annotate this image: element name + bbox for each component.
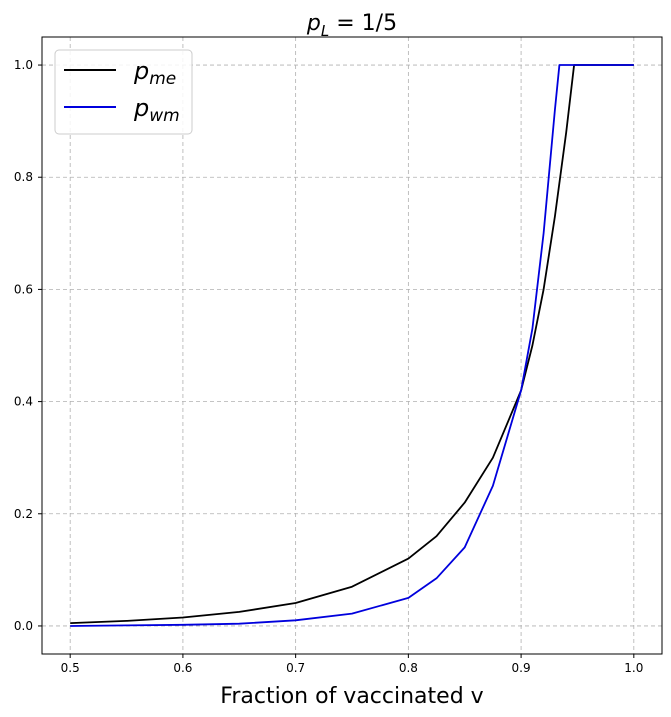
y-tick-label: 0.2 [14,507,33,521]
x-tick-label: 0.9 [512,661,531,675]
y-tick-label: 0.4 [14,395,33,409]
legend-label-p-wm-main: p [133,94,149,122]
y-tick-label: 0.0 [14,619,33,633]
legend: pme pwm [54,49,193,135]
grid [42,37,662,654]
y-tick-label: 0.6 [14,282,33,296]
legend-label-p-me-main: p [133,57,149,85]
series-line-p-wm [70,64,634,627]
chart-title: pL = 1/5 [306,11,397,40]
plot-area-frame [41,36,663,655]
x-tick-label: 1.0 [624,661,643,675]
x-tick-label: 0.6 [173,661,192,675]
legend-label-p-me: pme [133,57,176,89]
x-axis-title: Fraction of vaccinated v [220,684,483,709]
axis-ticks: 0.5 0.6 0.7 0.8 0.9 1.0 0.0 0.2 0.4 0.6 0.8 1.0 [14,58,643,675]
x-tick-label: 0.7 [286,661,305,675]
legend-label-p-wm-sub: wm [149,106,179,126]
y-tick-label: 0.8 [14,170,33,184]
y-tick-label: 1.0 [14,58,33,72]
x-tick-label: 0.5 [61,661,80,675]
legend-label-p-wm: pwm [133,94,180,126]
series-line-p-me [70,64,634,624]
chart-title-rest: = 1/5 [329,11,397,36]
chart-title-sub: L [321,22,329,40]
chart-title-main: p [306,11,321,36]
legend-label-p-me-sub: me [149,69,176,89]
x-tick-label: 0.8 [399,661,418,675]
series-lines [70,64,634,627]
